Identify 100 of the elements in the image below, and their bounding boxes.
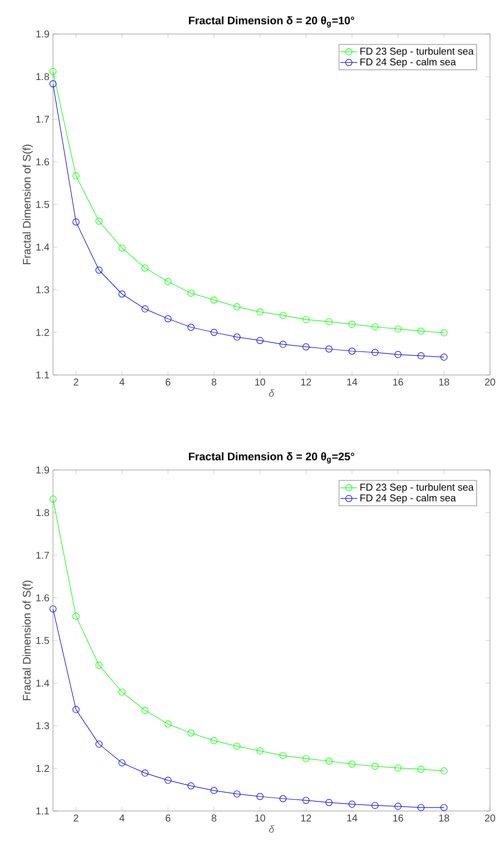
x-tick-label: 12	[301, 378, 312, 386]
y-tick-label: 1.1	[36, 808, 50, 814]
point	[118, 688, 126, 696]
point	[326, 758, 333, 765]
point	[50, 495, 57, 502]
y-tick-label: 1.6	[36, 158, 50, 166]
y-tick-label: 1.7	[36, 552, 50, 559]
point	[418, 766, 425, 773]
y-tick-label: 1.6	[36, 594, 50, 602]
point	[348, 320, 356, 328]
point	[394, 764, 402, 772]
point	[164, 278, 172, 286]
point	[372, 802, 379, 809]
y-axis-title: Fractal Dimension of S(f)	[22, 144, 33, 264]
point	[142, 264, 149, 272]
point	[96, 662, 103, 669]
point	[118, 759, 126, 766]
point	[210, 787, 218, 794]
point	[256, 747, 264, 754]
point	[394, 325, 402, 332]
y-tick-label: 1.3	[36, 722, 50, 730]
point	[440, 804, 448, 812]
point	[234, 303, 241, 310]
point	[72, 172, 80, 180]
x-tick-label: 6	[166, 378, 170, 386]
point	[96, 266, 103, 274]
point	[72, 612, 80, 620]
y-tick-label: 1.1	[36, 372, 50, 378]
x-axis-title: δ	[269, 825, 274, 833]
x-tick-label: 12	[301, 814, 312, 822]
x-tick-label: 10	[255, 814, 266, 822]
point	[348, 760, 356, 768]
point	[418, 804, 425, 812]
y-tick-label: 1.7	[36, 116, 50, 123]
x-tick-label: 20	[485, 814, 496, 822]
x-tick-label: 8	[212, 814, 216, 822]
point	[280, 752, 287, 760]
point	[210, 328, 218, 336]
x-tick-label: 18	[439, 378, 450, 386]
y-tick-label: 1.5	[36, 201, 50, 208]
point	[440, 329, 448, 336]
legend-label: FD 23 Sep - turbulent sea	[360, 483, 474, 493]
point	[440, 767, 448, 774]
x-tick-label: 2	[74, 378, 78, 386]
x-tick-label: 14	[347, 378, 358, 386]
point	[372, 348, 379, 356]
point	[372, 323, 379, 330]
point	[256, 793, 264, 800]
point	[280, 340, 287, 348]
point	[188, 290, 195, 297]
point	[164, 776, 172, 784]
y-tick-label: 1.4	[36, 680, 50, 687]
point	[118, 290, 126, 298]
point	[348, 800, 356, 808]
point	[394, 351, 402, 358]
x-tick-label: 8	[212, 378, 216, 386]
x-tick-label: 14	[347, 814, 358, 822]
x-tick-label: 16	[393, 378, 404, 386]
point	[372, 762, 379, 770]
point	[256, 308, 264, 316]
point	[302, 343, 310, 350]
y-tick-label: 1.9	[36, 466, 50, 474]
point	[302, 796, 310, 804]
legend-label: FD 24 Sep - calm sea	[360, 494, 456, 504]
point	[72, 218, 80, 226]
point	[234, 334, 241, 341]
point	[326, 345, 333, 352]
point	[210, 296, 218, 304]
point	[210, 737, 218, 744]
y-tick-label: 1.2	[36, 764, 50, 772]
point	[188, 729, 195, 736]
point	[234, 742, 241, 750]
point	[256, 336, 264, 344]
point	[440, 354, 448, 361]
chart-title: Fractal Dimension δ = 20 θ$_{g}$=10°	[189, 16, 354, 28]
x-tick-label: 10	[255, 378, 266, 386]
point	[72, 706, 80, 714]
point	[96, 740, 103, 748]
point	[234, 790, 241, 798]
point	[418, 328, 425, 335]
y-tick-label: 1.8	[36, 509, 50, 516]
x-tick-label: 20	[485, 378, 496, 386]
x-tick-label: 16	[393, 814, 404, 822]
y-axis-title: Fractal Dimension of S(f)	[22, 580, 33, 700]
legend-label: FD 24 Sep - calm sea	[360, 58, 456, 68]
point	[302, 755, 310, 762]
y-tick-label: 1.8	[36, 73, 50, 80]
point	[326, 318, 333, 326]
point	[188, 782, 195, 790]
point	[394, 802, 402, 810]
chart-title: Fractal Dimension δ = 20 θ$_{g}$=25°	[189, 452, 354, 464]
point	[96, 218, 103, 225]
y-tick-label: 1.3	[36, 286, 50, 294]
point	[302, 316, 310, 324]
x-tick-label: 4	[120, 814, 125, 822]
point	[142, 770, 149, 777]
x-axis-title: δ	[269, 389, 274, 397]
point	[118, 244, 126, 252]
point	[164, 720, 172, 728]
point	[50, 605, 57, 612]
